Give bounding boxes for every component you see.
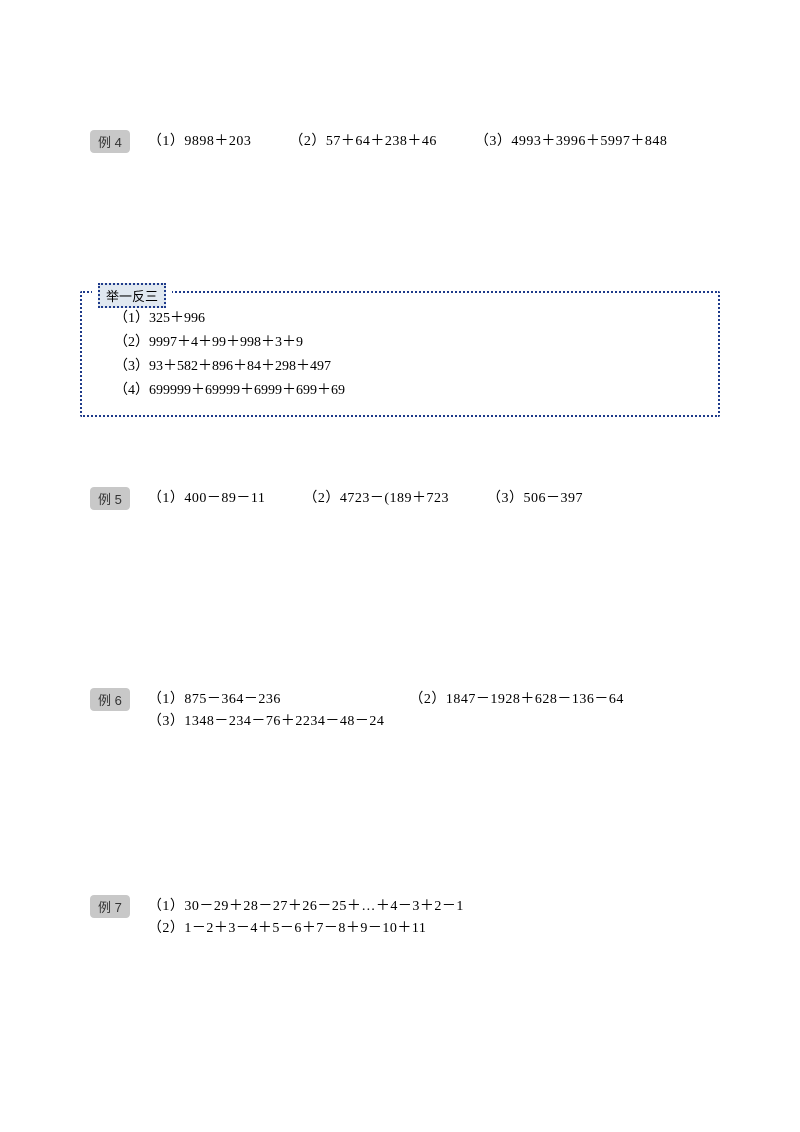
example-7: 例 7 （1）30－29＋28－27＋26－25＋…＋4－3＋2－1 （2）1－… — [90, 895, 710, 939]
problem-text: （1）9898＋203 — [148, 130, 252, 150]
problem-text: （2）1847－1928＋628－136－64 — [409, 692, 624, 707]
problem-text: （3）1348－234－76＋2234－48－24 — [148, 714, 385, 729]
practice-item: （1）325＋996 — [102, 307, 698, 327]
practice-tab-wrapper: 举一反三 — [92, 283, 172, 308]
problem-text: （1）30－29＋28－27＋26－25＋…＋4－3＋2－1 — [148, 899, 464, 914]
example-4-problems: （1）9898＋203 （2）57＋64＋238＋46 （3）4993＋3996… — [148, 130, 710, 150]
problem-text: （1）400－89－11 — [148, 487, 265, 507]
example-7-badge: 例 7 — [90, 895, 130, 918]
example-4-badge: 例 4 — [90, 130, 130, 153]
example-5: 例 5 （1）400－89－11 （2）4723－(189＋723 （3）506… — [90, 487, 710, 510]
example-5-badge: 例 5 — [90, 487, 130, 510]
practice-box: 举一反三 （1）325＋996 （2）9997＋4＋99＋998＋3＋9 （3）… — [80, 291, 720, 417]
practice-tab-title: 举一反三 — [98, 283, 166, 308]
problem-text: （2）4723－(189＋723 — [303, 487, 449, 507]
example-6-problems: （1）875－364－236 （2）1847－1928＋628－136－64 （… — [148, 688, 710, 732]
problem-text: （3）4993＋3996＋5997＋848 — [475, 130, 668, 150]
example-7-problems: （1）30－29＋28－27＋26－25＋…＋4－3＋2－1 （2）1－2＋3－… — [148, 895, 710, 939]
problem-text: （2）57＋64＋238＋46 — [289, 130, 437, 150]
example-4: 例 4 （1）9898＋203 （2）57＋64＋238＋46 （3）4993＋… — [90, 130, 710, 153]
practice-item: （4）699999＋69999＋6999＋699＋69 — [102, 379, 698, 399]
example-6: 例 6 （1）875－364－236 （2）1847－1928＋628－136－… — [90, 688, 710, 732]
practice-item: （3）93＋582＋896＋84＋298＋497 — [102, 355, 698, 375]
problem-text: （2）1－2＋3－4＋5－6＋7－8＋9－10＋11 — [148, 921, 426, 936]
practice-item: （2）9997＋4＋99＋998＋3＋9 — [102, 331, 698, 351]
example-6-badge: 例 6 — [90, 688, 130, 711]
example-5-problems: （1）400－89－11 （2）4723－(189＋723 （3）506－397 — [148, 487, 710, 507]
problem-text: （3）506－397 — [487, 487, 583, 507]
problem-text: （1）875－364－236 — [148, 688, 368, 708]
